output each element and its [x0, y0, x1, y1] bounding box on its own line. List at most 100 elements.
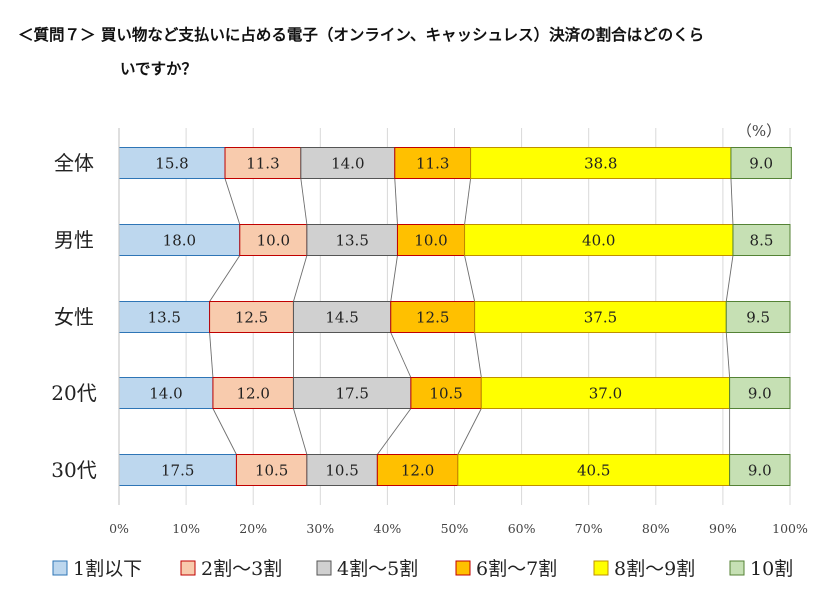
bar-segment [224, 147, 302, 179]
bar-segment [292, 377, 412, 409]
chart-title: ＜質問７＞ 買い物など支払いに占める電子（オンライン、キャッシュレス）決済の割合… [18, 18, 828, 86]
x-tick-label: 0% [109, 521, 129, 536]
legend-layer: 1割以下 2割～3割 4割～5割 6割～7割 8割～9割 10割 [52, 558, 793, 580]
x-tick-label: 20% [239, 521, 267, 536]
legend-swatch [593, 560, 609, 576]
data-label: 9.0 [749, 155, 773, 173]
data-label: 17.5 [335, 385, 368, 403]
series-connector-line [224, 178, 241, 225]
legend-label: 6割～7割 [476, 558, 557, 580]
legend-label: 10割 [750, 558, 793, 580]
data-label: 13.5 [148, 309, 181, 327]
data-label: 9.0 [748, 462, 772, 480]
bar-segment [212, 377, 294, 409]
bar-segment [306, 454, 378, 486]
bar-segment [118, 454, 237, 486]
series-connector-line [390, 255, 398, 302]
connector-layer [209, 178, 734, 455]
data-label: 10.5 [325, 462, 358, 480]
series-connector-line [474, 332, 482, 378]
data-label: 9.0 [748, 385, 772, 403]
data-label: 12.5 [235, 309, 268, 327]
bar-segment [376, 454, 459, 486]
bar-segment [209, 301, 294, 333]
series-connector-line [293, 408, 308, 455]
series-connector-line [390, 332, 412, 378]
unit-label: （%） [737, 122, 781, 140]
data-label: 10.0 [414, 232, 447, 250]
data-label: 15.8 [155, 155, 188, 173]
x-tick-label: 70% [575, 521, 603, 536]
data-label: 10.5 [429, 385, 462, 403]
bar-segment [480, 377, 731, 409]
x-tick-label: 100% [772, 521, 808, 536]
legend-label: 1割以下 [73, 558, 142, 580]
series-connector-line [730, 178, 734, 225]
bar-segment [292, 301, 392, 333]
bar-segment [118, 224, 241, 256]
data-label: 14.5 [325, 309, 358, 327]
bar-segment [464, 224, 734, 256]
category-label: 男性 [54, 228, 94, 252]
bar-segment [470, 147, 732, 179]
data-label: 9.5 [746, 309, 770, 327]
series-connector-line [209, 332, 214, 378]
bar-segment [457, 454, 731, 486]
bar-segment [300, 147, 396, 179]
axis-layer: 0% 10% 20% 30% 40% 50% 60% 70% 80% 90% 100% （%） [109, 122, 808, 536]
data-label: 10.0 [257, 232, 290, 250]
legend-label: 2割～3割 [201, 558, 282, 580]
x-tick-label: 50% [441, 521, 469, 536]
x-tick-label: 60% [508, 521, 536, 536]
series-connector-line [209, 255, 241, 302]
series-connector-line [464, 255, 476, 302]
series-connector-line [300, 178, 308, 225]
series-connector-line [457, 408, 482, 455]
legend-swatch [455, 560, 471, 576]
data-label: 13.5 [335, 232, 368, 250]
category-label: 20代 [51, 381, 96, 405]
bar-segment [730, 147, 792, 179]
data-label: 18.0 [163, 232, 196, 250]
x-tick-label: 90% [709, 521, 737, 536]
x-tick-label: 10% [172, 521, 200, 536]
category-label: 全体 [54, 151, 94, 175]
data-label: 37.5 [584, 309, 617, 327]
x-tick-label: 30% [306, 521, 334, 536]
data-label: 12.5 [416, 309, 449, 327]
chart-title-line-2: いですか？ [120, 60, 198, 78]
bar-segment [729, 377, 791, 409]
data-label: 10.5 [255, 462, 288, 480]
data-label: 40.0 [582, 232, 615, 250]
label-layer: 全体 15.8 11.3 14.0 11.3 38.8 9.0 男性 18.0 10.0 13.5 1… [51, 151, 773, 482]
data-label: 12.0 [401, 462, 434, 480]
data-label: 40.5 [577, 462, 610, 480]
data-label: 11.3 [416, 155, 449, 173]
bar-segment [118, 301, 211, 333]
legend-swatch [316, 560, 332, 576]
series-connector-line [725, 255, 734, 302]
data-label: 11.3 [246, 155, 279, 173]
category-label: 女性 [54, 305, 94, 329]
data-label: 12.0 [236, 385, 269, 403]
chart-title-line-1: ＜質問７＞ 買い物など支払いに占める電子（オンライン、キャッシュレス）決済の割合… [18, 26, 705, 44]
series-connector-line [212, 408, 237, 455]
data-label: 37.0 [589, 385, 622, 403]
bar-segment [729, 454, 791, 486]
legend-label: 4割～5割 [337, 558, 418, 580]
series-connector-line [464, 178, 472, 225]
bar-segment [410, 377, 482, 409]
legend-swatch [52, 560, 68, 576]
x-tick-label: 80% [642, 521, 670, 536]
category-label: 30代 [51, 458, 96, 482]
bar-segment [474, 301, 727, 333]
series-connector-line [376, 408, 412, 455]
legend-label: 8割～9割 [614, 558, 695, 580]
bar-segment [118, 377, 214, 409]
data-label: 14.0 [331, 155, 364, 173]
data-label: 38.8 [584, 155, 617, 173]
data-label: 14.0 [149, 385, 182, 403]
legend-swatch [180, 560, 196, 576]
x-tick-label: 40% [374, 521, 402, 536]
